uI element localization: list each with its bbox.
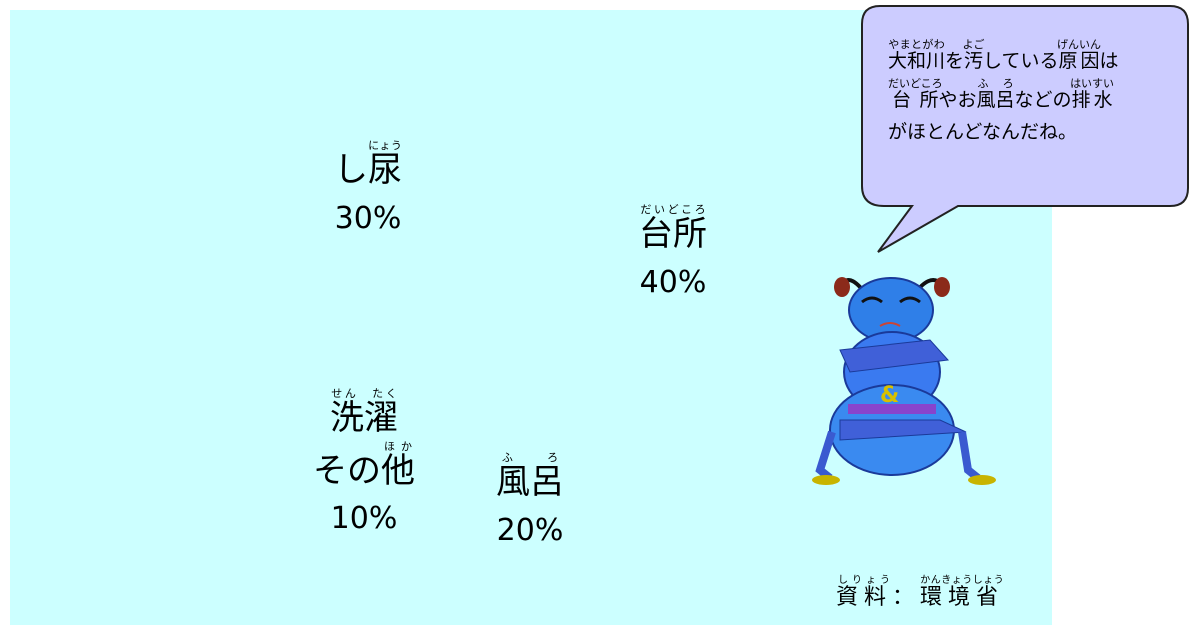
base-text: 洗濯 [330,397,398,438]
speech-line: 大和川やまとがわを汚よごしている原因げんいんは [888,38,1119,77]
reading: ほか [381,439,415,453]
text: がほとんどなんだね。 [888,120,1078,143]
ruby-text: 原因げんいん [1057,38,1101,72]
value-label: 20% [496,512,564,548]
text: は [1099,50,1119,72]
base-text: 他 [381,450,415,491]
ruby-text: 尿にょう [368,139,402,190]
value-label: 10% [330,500,398,536]
text: し [334,150,368,190]
reading: やまとがわ [888,38,945,51]
ruby-text: 風呂ふ ろ [496,451,564,502]
ruby-text: 大和川やまとがわ [888,38,946,72]
reading: せん たく [330,386,398,400]
value-label: 40% [639,264,707,300]
label-line: 台所だいどころ [639,203,707,256]
reading: ふ ろ [976,77,1015,91]
reading: だいどころ [888,77,943,91]
speech-line: 台所だいどころやお風呂ふ ろなどの排水はいすい [888,77,1119,116]
slice-label: 風呂ふ ろ 20% [496,451,564,549]
text: している [983,50,1059,72]
ruby-text: 汚よご [962,38,985,72]
speech-text: 大和川やまとがわを汚よごしている原因げんいんは 台所だいどころやお風呂ふ ろなどの… [888,38,1119,148]
reading: ふ ろ [496,451,564,464]
base-text: 環境省 [920,585,1005,610]
ruby-text: 台所だいどころ [639,203,707,254]
slice-label: 台所だいどころ 40% [639,203,707,301]
label-line: その他ほか [313,439,415,492]
text: を [945,50,965,72]
base-text: 資料 [836,585,893,610]
reading: げんいん [1057,38,1101,51]
ruby-text: 洗濯せん たく [330,387,398,438]
speech-line: がほとんどなんだね。 [888,117,1119,148]
reading: だいどころ [639,203,707,216]
text: やお [938,89,977,112]
slice-label: 洗濯せん たく その他ほか 10% [313,387,415,538]
speech-bubble [861,5,1189,253]
text: その [313,450,381,491]
base-text: 台所 [639,214,707,254]
base-text: 尿 [368,150,402,190]
svg-text:&: & [880,383,899,408]
base-text: 汚 [962,50,985,72]
value-label: 30% [334,200,402,236]
ruby-text: 風呂ふ ろ [976,77,1015,112]
text: ： [892,585,921,610]
beetle-character: S & [812,277,996,485]
base-text: 風呂 [976,89,1015,112]
base-text: 台所 [888,89,943,112]
ruby-text: 資料しりょう [836,575,893,610]
ruby-text: 他ほか [381,439,415,491]
source-note: 資料しりょう：環境省かんきょうしょう [836,575,1004,611]
reading: にょう [368,139,402,152]
ruby-text: 環境省かんきょうしょう [920,575,1005,610]
label-line: 洗濯せん たく [313,387,415,440]
text: などの [1014,89,1072,112]
reading: かんきょうしょう [920,575,1005,586]
base-text: 排水 [1070,89,1115,112]
reading: よご [962,38,985,51]
label-line: 風呂ふ ろ [496,451,564,504]
label-line: し尿にょう [334,139,402,192]
ruby-text: 台所だいどころ [888,77,943,111]
base-text: 風呂 [496,462,564,502]
base-text: 原因 [1057,50,1101,72]
reading: はいすい [1070,77,1115,91]
slice-label: し尿にょう 30% [334,139,402,237]
ruby-text: 排水はいすい [1070,77,1115,112]
reading: しりょう [836,575,893,586]
base-text: 大和川 [888,50,946,72]
